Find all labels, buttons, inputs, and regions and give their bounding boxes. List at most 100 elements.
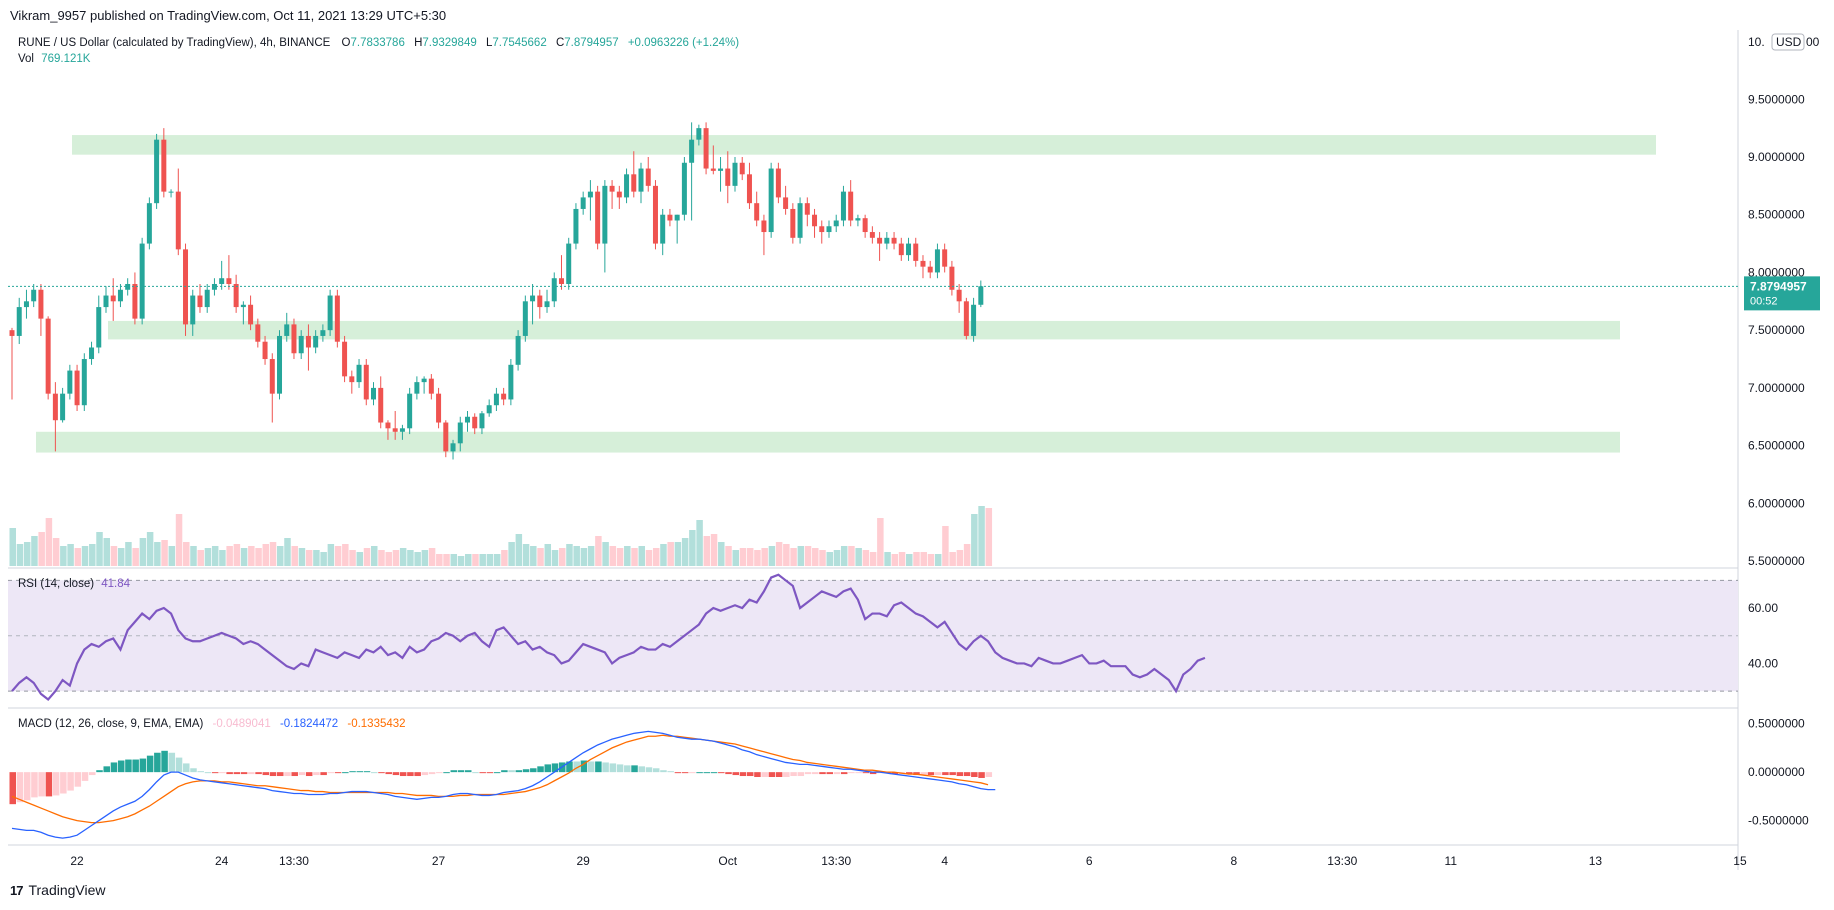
candle-body xyxy=(81,359,87,406)
price-axis[interactable]: 9.5000000 9.0000000 8.5000000 8.0000000 7.50… xyxy=(1748,92,1805,568)
candle xyxy=(9,327,15,400)
candle-body xyxy=(819,226,825,233)
macd-hist-bar xyxy=(81,772,89,781)
volume-bar xyxy=(674,542,682,566)
macd-legend-signal: -0.1335432 xyxy=(347,718,405,730)
volume-bar xyxy=(877,518,884,566)
macd-hist-bar xyxy=(378,772,385,774)
candle xyxy=(833,214,839,233)
macd-hist-bar xyxy=(277,772,284,777)
candle xyxy=(89,341,95,365)
volume-bar xyxy=(89,544,96,566)
volume-bar xyxy=(197,550,204,566)
volume-bar xyxy=(631,548,638,566)
candle-body xyxy=(472,416,478,429)
macd-hist-bar xyxy=(117,760,125,773)
candle-body xyxy=(146,203,152,244)
candle-body xyxy=(161,139,167,192)
time-axis[interactable]: 22 24 13:30 27 29 Oct 13:30 4 6 8 13:30 11 13 15 xyxy=(70,854,1747,868)
macd-hist-bar xyxy=(768,772,776,777)
macd-hist-bar xyxy=(38,772,45,797)
volume-bar xyxy=(81,546,89,566)
candle-body xyxy=(226,278,232,284)
candle xyxy=(739,156,745,181)
macd-hist-bar xyxy=(363,771,371,773)
volume-bar xyxy=(52,538,60,566)
candle xyxy=(464,410,470,432)
candle-body xyxy=(298,335,304,354)
candle-body xyxy=(154,139,160,204)
volume-legend: Vol 769.121K xyxy=(18,53,91,65)
volume-bar xyxy=(971,514,978,566)
candle-body xyxy=(696,128,702,140)
candle xyxy=(197,283,203,313)
currency-badge[interactable]: USD xyxy=(1776,35,1802,49)
volume-bar xyxy=(602,542,609,566)
macd-hist-bar xyxy=(906,772,913,775)
macd-hist-bar xyxy=(356,771,364,773)
price-tag: 7.8794957 00:52 xyxy=(1744,276,1820,311)
candle-body xyxy=(826,226,832,233)
candle xyxy=(674,214,680,244)
candle-body xyxy=(342,341,348,377)
candle-body xyxy=(783,197,789,209)
candle-body xyxy=(443,422,449,452)
candle xyxy=(291,318,297,360)
candle xyxy=(573,203,579,250)
macd-hist-bar xyxy=(313,772,320,776)
volume-bar xyxy=(277,546,284,566)
tradingview-logo[interactable]: 17 TradingView xyxy=(10,882,106,898)
macd-hist-bar xyxy=(407,772,414,777)
candle xyxy=(790,203,796,244)
candle-body xyxy=(305,335,311,348)
macd-hist-bar xyxy=(761,772,768,777)
candle xyxy=(52,382,58,452)
volume-bar xyxy=(522,544,530,566)
volume-bar xyxy=(342,544,349,566)
volume-bar xyxy=(486,554,494,566)
volume-bar xyxy=(313,550,320,566)
macd-hist-bar xyxy=(681,772,689,774)
chart-canvas[interactable]: RUNE / US Dollar (calculated by TradingV… xyxy=(0,0,1834,880)
candle-body xyxy=(363,364,369,400)
macd-hist-bar xyxy=(956,772,964,777)
candle-body xyxy=(89,347,95,360)
candle-body xyxy=(674,214,680,221)
macd-hist-bar xyxy=(508,770,515,773)
macd-hist-bar xyxy=(804,772,812,775)
macd-hist-bar xyxy=(501,770,508,773)
candle-body xyxy=(255,324,261,342)
macd-hist-bar xyxy=(652,768,660,773)
volume-bar xyxy=(96,532,103,566)
legend-change: +0.0963226 (+1.24%) xyxy=(628,37,739,49)
time-tick-label: 13:30 xyxy=(1327,854,1357,868)
candle-body xyxy=(775,168,781,198)
candle-body xyxy=(45,318,51,394)
volume-bar xyxy=(508,542,515,566)
volume-bar xyxy=(689,530,696,566)
volume-bar xyxy=(790,548,797,566)
candle-body xyxy=(175,191,181,250)
candle xyxy=(638,162,644,204)
rsi-line xyxy=(11,573,1206,701)
candle-body xyxy=(428,378,434,394)
macd-hist-bar xyxy=(45,772,53,797)
volume-bar xyxy=(551,550,559,566)
candle xyxy=(211,278,217,296)
macd-legend: MACD (12, 26, close, 9, EMA, EMA) -0.048… xyxy=(18,718,406,730)
candle-body xyxy=(934,249,940,273)
macd-hist-bar xyxy=(161,750,168,773)
candle-body xyxy=(436,393,442,423)
volume-bar xyxy=(110,546,118,566)
volume-bar xyxy=(16,544,24,566)
volume-bar xyxy=(269,542,277,566)
volume-bar xyxy=(862,550,870,566)
time-tick-label: 4 xyxy=(941,854,948,868)
currency-badge-box[interactable] xyxy=(1771,33,1805,51)
macd-hist-bar xyxy=(587,761,595,773)
candle xyxy=(884,232,890,250)
price-tick-label: 9.5000000 xyxy=(1748,92,1805,106)
volume-bar xyxy=(291,546,298,566)
candle xyxy=(797,197,803,244)
candle-body xyxy=(884,237,890,244)
